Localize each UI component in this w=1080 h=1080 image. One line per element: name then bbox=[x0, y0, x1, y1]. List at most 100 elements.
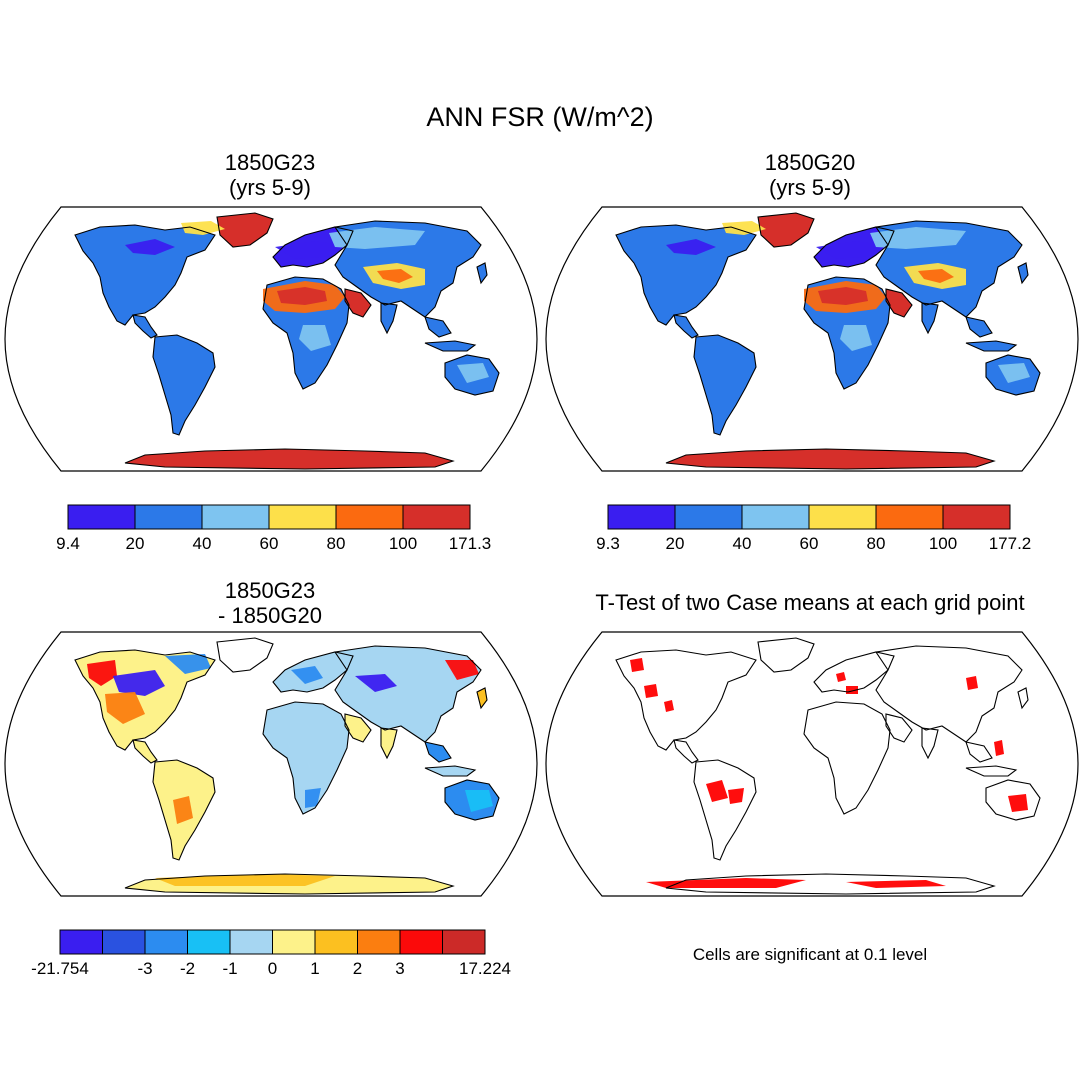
figure-title: ANN FSR (W/m^2) bbox=[426, 102, 654, 132]
land-northAmerica bbox=[75, 225, 215, 325]
land-africa bbox=[804, 702, 890, 814]
panel-1-title: 1850G23 (yrs 5-9) bbox=[120, 150, 420, 200]
coastline-arabia bbox=[344, 288, 372, 318]
colorbar-tick-label-4: 80 bbox=[867, 534, 886, 553]
colorbar-tick-label-5: 0 bbox=[268, 959, 277, 978]
panel-2-title: 1850G20 (yrs 5-9) bbox=[660, 150, 960, 200]
land-southAmerica bbox=[153, 335, 215, 435]
land-asia bbox=[335, 646, 481, 742]
panel-1-title-line2: (yrs 5-9) bbox=[229, 175, 311, 200]
coastline-greenland bbox=[757, 212, 815, 248]
colorbar-swatch-3 bbox=[808, 504, 877, 530]
colorbar-swatch-4 bbox=[875, 504, 944, 530]
colorbar-swatch-0 bbox=[67, 504, 136, 530]
colorbar-swatch-0 bbox=[607, 504, 676, 530]
coastline-india bbox=[921, 727, 939, 760]
field-patch-5 bbox=[666, 239, 716, 255]
coastline-europe bbox=[813, 651, 895, 693]
field-patch-7 bbox=[966, 676, 978, 690]
field-patch-8 bbox=[998, 363, 1030, 383]
coastline-europe bbox=[272, 651, 354, 693]
land-seAsia bbox=[425, 742, 451, 762]
field-patch-4 bbox=[816, 241, 886, 259]
coastline-indonesia bbox=[965, 765, 1018, 777]
colorbar-swatch-1 bbox=[134, 504, 203, 530]
colorbar-tick-label-8: 3 bbox=[395, 959, 404, 978]
coastline-africa bbox=[803, 701, 891, 815]
coastline-antarctica bbox=[124, 448, 455, 470]
field-patch-5 bbox=[355, 674, 397, 692]
land-india bbox=[922, 303, 938, 333]
panel-3-title: 1850G23 - 1850G20 bbox=[120, 578, 420, 628]
field-patch-1 bbox=[113, 670, 165, 696]
land-india bbox=[381, 728, 397, 758]
coastline-greenland bbox=[757, 637, 815, 673]
land-northAmerica bbox=[616, 225, 756, 325]
coastline-northAmerica bbox=[615, 649, 757, 751]
land-northAmerica bbox=[616, 650, 756, 750]
field-patch-9 bbox=[1008, 794, 1028, 812]
field-patch-7 bbox=[840, 325, 872, 351]
field-patch-1 bbox=[277, 287, 327, 305]
coastline-northAmerica bbox=[615, 224, 757, 326]
land-centralAmerica bbox=[133, 315, 157, 338]
field-patch-4 bbox=[275, 241, 345, 259]
colorbar-swatch-0 bbox=[59, 929, 103, 955]
colorbar-panel-1: 9.4 20 40 60 80 100 171.3 bbox=[56, 504, 491, 553]
coastline-indonesia bbox=[965, 340, 1018, 352]
field-patch-6 bbox=[722, 221, 766, 235]
colorbar-swatch-7 bbox=[357, 929, 401, 955]
field-patch-2 bbox=[664, 700, 674, 712]
land-southAmerica bbox=[694, 335, 756, 435]
colorbar-swatch-1 bbox=[102, 929, 146, 955]
colorbar-tick-label-2: 40 bbox=[193, 534, 212, 553]
coastline-southAmerica bbox=[693, 759, 757, 861]
coastline-seAsia bbox=[965, 316, 993, 338]
colorbar-tick-label-2: -3 bbox=[137, 959, 152, 978]
coastline-india bbox=[380, 727, 398, 760]
land-centralAmerica bbox=[674, 315, 698, 338]
coastline-arabia bbox=[885, 288, 913, 318]
land-centralAmerica bbox=[674, 740, 698, 763]
field-patch-3 bbox=[706, 780, 728, 802]
land-india bbox=[922, 728, 938, 758]
colorbar-swatch-3 bbox=[268, 504, 337, 530]
coastline-centralAmerica bbox=[673, 314, 699, 339]
coastline-centralAmerica bbox=[132, 739, 158, 764]
coastline-southAmerica bbox=[152, 759, 216, 861]
colorbar-tick-label-3: 60 bbox=[800, 534, 819, 553]
field-patch-9 bbox=[329, 227, 425, 249]
coastline-northAmerica bbox=[74, 224, 216, 326]
land-seAsia bbox=[425, 317, 451, 337]
land-seAsia bbox=[966, 742, 992, 762]
field-patch-0 bbox=[630, 658, 644, 672]
land-asia bbox=[876, 646, 1022, 742]
field-patch-11 bbox=[846, 880, 946, 888]
coastline-australia bbox=[444, 779, 500, 821]
colorbar-swatch-4 bbox=[335, 504, 404, 530]
colorbar-swatch-8 bbox=[399, 929, 443, 955]
field-patch-5 bbox=[836, 672, 846, 682]
field-patch-6 bbox=[445, 660, 479, 680]
field-patch-4 bbox=[291, 666, 323, 684]
map-panel-1850G20 bbox=[545, 206, 1079, 472]
coastline-japan bbox=[1017, 687, 1029, 710]
field-patch-0 bbox=[87, 660, 117, 686]
land-antarctica bbox=[125, 449, 453, 469]
coastline-europe bbox=[813, 226, 895, 268]
colorbar-swatch-9 bbox=[442, 929, 486, 955]
coastline-arabia bbox=[344, 713, 372, 743]
land-centralAmerica bbox=[133, 740, 157, 763]
land-antarctica bbox=[666, 449, 994, 469]
colorbar-panel-3: -21.754 -3 -2 -1 0 1 2 3 17.224 bbox=[31, 929, 511, 978]
coastline-antarctica bbox=[665, 873, 996, 895]
colorbar-tick-label-6: 1 bbox=[310, 959, 319, 978]
coastline-seAsia bbox=[424, 316, 452, 338]
colorbar-swatch-5 bbox=[942, 504, 1011, 530]
colorbar-panel-2: 9.3 20 40 60 80 100 177.2 bbox=[596, 504, 1031, 553]
coastline-asia bbox=[334, 220, 482, 318]
coastline-asia bbox=[334, 645, 482, 743]
panel-3-title-line2: - 1850G20 bbox=[218, 603, 322, 628]
coastline-greenland bbox=[216, 212, 274, 248]
coastline-australia bbox=[444, 354, 500, 396]
